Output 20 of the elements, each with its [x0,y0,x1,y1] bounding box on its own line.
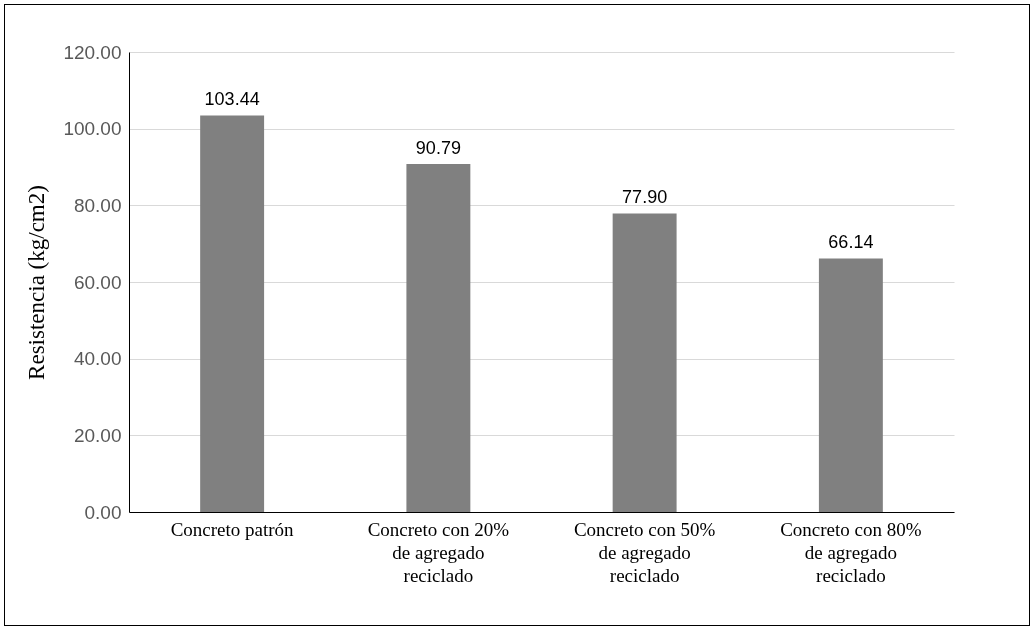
y-tick-label: 20.00 [73,424,122,446]
y-tick-label: 100.00 [63,118,122,140]
bar [818,258,883,512]
y-tick-label: 80.00 [73,194,122,216]
y-tick-label: 120.00 [63,41,122,63]
x-tick-label: Concreto con 50% de agregado reciclado [573,518,716,586]
data-label: 90.79 [415,137,461,158]
bar [406,163,471,512]
data-label: 66.14 [828,232,874,253]
y-tick-label: 40.00 [73,348,122,370]
y-tick-label: 0.00 [84,501,122,523]
x-tick-label: Concreto con 20% de agregado reciclado [367,518,510,586]
bar [612,213,677,512]
bar [200,115,265,512]
x-tick-label: Concreto con 80% de agregado reciclado [780,518,922,586]
data-label: 77.90 [622,187,668,208]
y-axis-title: Resistencia (kg/cm2) [24,185,50,380]
x-tick-label: Concreto patrón [170,518,295,540]
data-label: 103.44 [204,89,260,110]
y-tick-label: 60.00 [73,271,122,293]
